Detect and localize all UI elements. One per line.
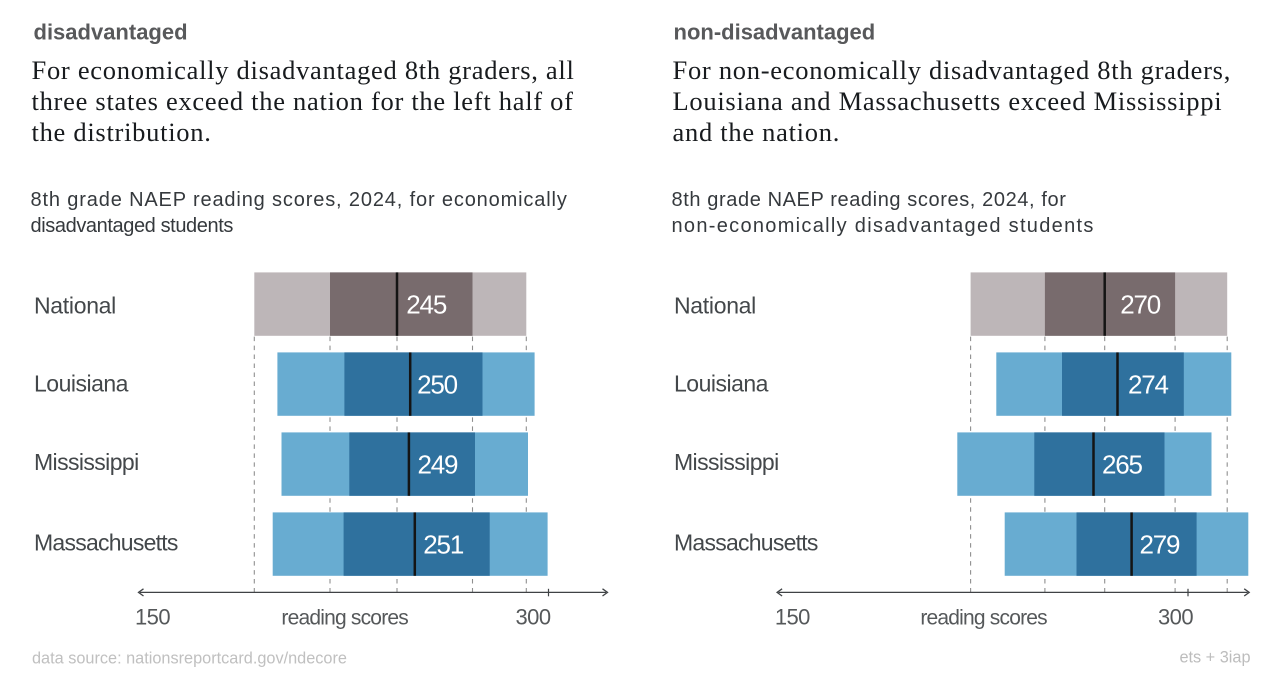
svg-text:reading scores: reading scores bbox=[281, 607, 408, 630]
svg-text:251: 251 bbox=[423, 529, 464, 559]
svg-text:249: 249 bbox=[418, 449, 459, 479]
svg-text:270: 270 bbox=[1120, 289, 1161, 319]
svg-text:150: 150 bbox=[135, 605, 170, 630]
svg-text:three states exceed the nation: three states exceed the nation for the l… bbox=[32, 86, 574, 116]
svg-text:For non-economically disadvant: For non-economically disadvantaged 8th g… bbox=[673, 55, 1232, 85]
svg-text:Mississippi: Mississippi bbox=[34, 449, 139, 475]
svg-text:245: 245 bbox=[406, 289, 447, 319]
svg-text:data source: nationsreportcard: data source: nationsreportcard.gov/ndeco… bbox=[32, 649, 347, 667]
svg-text:National: National bbox=[674, 293, 756, 319]
svg-text:Massachusetts: Massachusetts bbox=[34, 530, 178, 556]
svg-text:8th grade NAEP reading scores,: 8th grade NAEP reading scores, 2024, for… bbox=[31, 189, 568, 211]
svg-text:the distribution.: the distribution. bbox=[32, 117, 212, 147]
svg-text:300: 300 bbox=[516, 605, 551, 630]
svg-text:Mississippi: Mississippi bbox=[674, 449, 779, 475]
svg-text:disadvantaged students: disadvantaged students bbox=[31, 215, 234, 237]
svg-text:279: 279 bbox=[1140, 529, 1181, 559]
svg-text:For economically disadvantaged: For economically disadvantaged 8th grade… bbox=[32, 55, 575, 85]
svg-text:non-economically disadvantaged: non-economically disadvantaged students bbox=[672, 215, 1095, 237]
svg-text:265: 265 bbox=[1102, 449, 1143, 479]
svg-text:Louisiana: Louisiana bbox=[34, 370, 129, 396]
svg-text:274: 274 bbox=[1128, 369, 1169, 399]
svg-text:250: 250 bbox=[417, 369, 458, 399]
svg-text:Massachusetts: Massachusetts bbox=[674, 530, 818, 556]
svg-text:150: 150 bbox=[775, 605, 810, 630]
svg-text:non-disadvantaged: non-disadvantaged bbox=[674, 19, 876, 44]
svg-text:ets + 3iap: ets + 3iap bbox=[1179, 649, 1250, 667]
svg-text:and the nation.: and the nation. bbox=[673, 117, 841, 147]
svg-text:8th grade NAEP reading scores,: 8th grade NAEP reading scores, 2024, for bbox=[672, 189, 1067, 211]
svg-text:National: National bbox=[34, 293, 116, 319]
svg-text:300: 300 bbox=[1158, 605, 1193, 630]
svg-text:reading scores: reading scores bbox=[920, 607, 1047, 630]
svg-text:Louisiana: Louisiana bbox=[674, 370, 769, 396]
svg-text:disadvantaged: disadvantaged bbox=[34, 19, 188, 44]
svg-text:Louisiana and Massachusetts ex: Louisiana and Massachusetts exceed Missi… bbox=[673, 86, 1223, 116]
